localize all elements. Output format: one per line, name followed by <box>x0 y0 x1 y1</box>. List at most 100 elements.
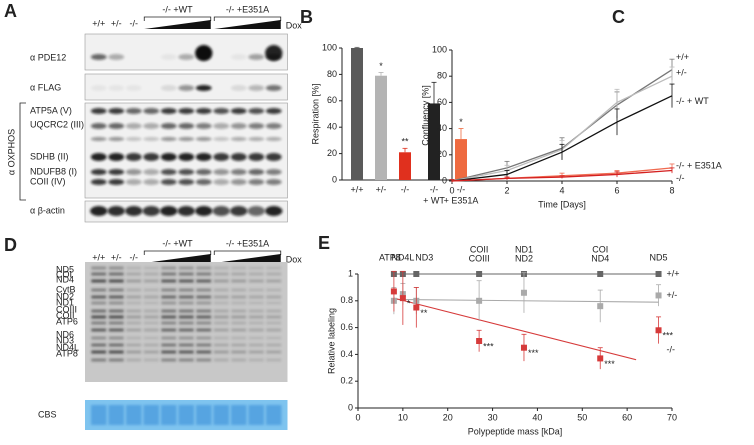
gel-band <box>161 272 177 276</box>
band <box>90 123 107 129</box>
point <box>597 355 604 362</box>
gel-band <box>196 328 212 332</box>
y-tick-label: 0 <box>348 402 353 412</box>
y-tick-label: 0 <box>332 174 337 184</box>
significance: ** <box>420 308 428 318</box>
gel-band <box>91 321 107 325</box>
peptide-label: ND3 <box>415 252 433 262</box>
gel-band-label: ND6 <box>56 329 74 339</box>
x-axis-label: Time [Days] <box>538 199 586 209</box>
y-tick-label: 0.6 <box>340 322 353 332</box>
gel-band <box>126 272 142 276</box>
gel-band <box>231 266 247 270</box>
gel-band <box>196 295 212 299</box>
point <box>476 271 483 277</box>
antibody-label: α OXPHOS <box>6 129 16 175</box>
band <box>160 179 177 185</box>
band <box>178 123 195 129</box>
gel-band <box>231 350 247 354</box>
gel-band <box>91 288 107 292</box>
gel-band-label: COIII <box>56 304 77 314</box>
band <box>160 206 178 216</box>
band <box>265 153 282 161</box>
band <box>195 153 212 161</box>
y-tick-label: 60 <box>437 97 447 107</box>
gel-band <box>143 358 159 362</box>
band <box>178 179 195 185</box>
gel-band <box>248 288 264 292</box>
band <box>160 137 177 141</box>
band <box>90 153 107 161</box>
gel-band <box>196 358 212 362</box>
band <box>230 179 247 185</box>
genotype-label: +/- <box>111 18 122 28</box>
x-tick-label: 30 <box>488 412 498 422</box>
gel-band <box>231 309 247 313</box>
gel-band <box>108 321 124 325</box>
gel-band <box>248 301 264 305</box>
band <box>125 85 142 91</box>
legend-label: +/- <box>676 68 687 78</box>
gel-band <box>231 295 247 299</box>
band <box>125 108 142 114</box>
x-axis-label: Polypeptide mass [kDa] <box>468 426 563 436</box>
gel-band <box>161 295 177 299</box>
gel-band <box>178 288 194 292</box>
band <box>212 206 230 216</box>
gel-band <box>248 358 264 362</box>
gel-band <box>266 336 282 340</box>
point <box>520 344 527 351</box>
point <box>597 271 604 277</box>
band <box>248 123 265 129</box>
gel-band <box>248 279 264 283</box>
group-label: -/- +WT <box>162 238 193 248</box>
gel-band <box>213 301 229 305</box>
bar <box>399 152 411 180</box>
cbs-lane <box>91 405 107 425</box>
band <box>213 169 230 175</box>
point <box>520 289 527 296</box>
gel-band <box>178 350 194 354</box>
band-label: UQCRC2 (III) <box>30 119 84 129</box>
gel-band <box>231 301 247 305</box>
band <box>230 85 247 91</box>
gel-band <box>178 309 194 313</box>
significance: *** <box>604 359 615 369</box>
gel-band <box>143 301 159 305</box>
gel-band <box>266 288 282 292</box>
gel-band <box>126 266 142 270</box>
antibody-label: α β-actin <box>30 205 65 215</box>
genotype-label: -/- <box>130 18 139 28</box>
band <box>195 169 212 175</box>
gel-band <box>231 279 247 283</box>
band <box>178 153 195 161</box>
band <box>248 169 265 175</box>
y-tick-label: 0.2 <box>340 376 353 386</box>
gel-band <box>143 315 159 319</box>
band <box>265 206 283 216</box>
gel-band <box>248 350 264 354</box>
y-tick-label: 20 <box>437 149 447 159</box>
band <box>178 54 195 60</box>
gel-band <box>213 358 229 362</box>
band <box>90 169 107 175</box>
y-tick-label: 40 <box>327 122 337 132</box>
band <box>230 206 248 216</box>
point <box>655 271 662 277</box>
cbs-lane <box>126 405 142 425</box>
fit-line <box>393 297 637 361</box>
band <box>248 54 265 60</box>
band <box>125 123 142 129</box>
gel-band <box>248 266 264 270</box>
gel-band <box>108 266 124 270</box>
gel-band <box>248 343 264 347</box>
x-tick-label: -/- <box>457 184 466 194</box>
band <box>265 108 282 114</box>
gel-band <box>178 343 194 347</box>
band <box>108 85 125 91</box>
gel-band <box>248 309 264 313</box>
legend-label: -/- <box>676 173 685 183</box>
cbs-lane <box>213 405 229 425</box>
panel-letter: B <box>300 7 313 27</box>
x-tick-label: 0 <box>355 412 360 422</box>
